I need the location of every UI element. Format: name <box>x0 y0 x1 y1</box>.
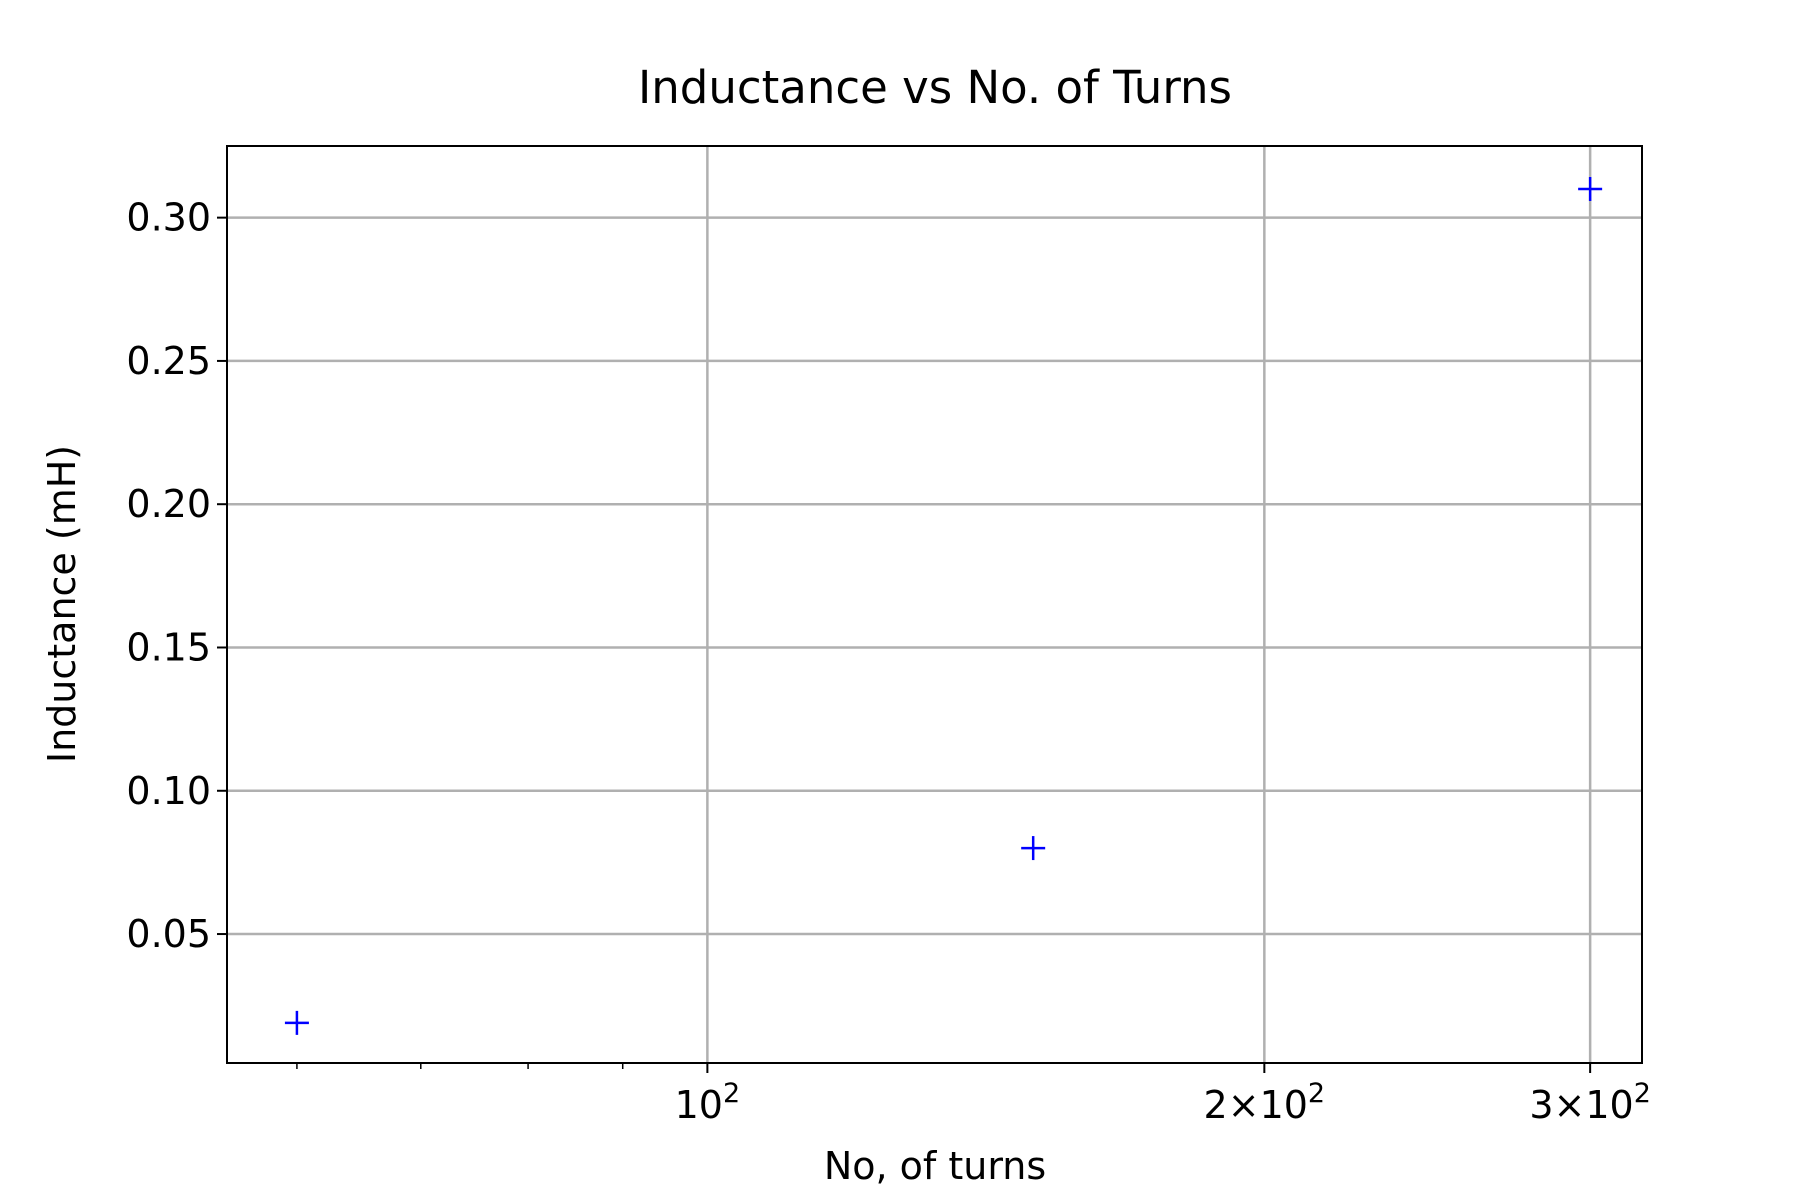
data-point <box>1578 176 1603 201</box>
data-point <box>1021 836 1046 861</box>
x-tick-label: 102 <box>675 1078 741 1127</box>
axis-ticks: 0.05 0.10 0.15 0.20 0.25 0.30 102 2×102 3×102 <box>126 196 1651 1127</box>
grid-lines <box>227 146 1642 1063</box>
y-tick-label: 0.25 <box>126 339 211 383</box>
y-tick-label: 0.15 <box>126 625 211 669</box>
x-tick-label: 3×102 <box>1529 1078 1651 1127</box>
y-tick-label: 0.10 <box>126 769 211 813</box>
chart-title: Inductance vs No. of Turns <box>638 61 1232 114</box>
data-point <box>284 1010 309 1035</box>
x-axis-label: No, of turns <box>824 1144 1046 1188</box>
data-points <box>284 176 1603 1035</box>
y-tick-label: 0.05 <box>126 912 211 956</box>
plot-frame <box>226 145 1643 1064</box>
y-tick-label: 0.30 <box>126 196 211 240</box>
y-tick-label: 0.20 <box>126 482 211 526</box>
y-axis-label: Inductance (mH) <box>40 445 84 763</box>
x-tick-label: 2×102 <box>1204 1078 1326 1127</box>
